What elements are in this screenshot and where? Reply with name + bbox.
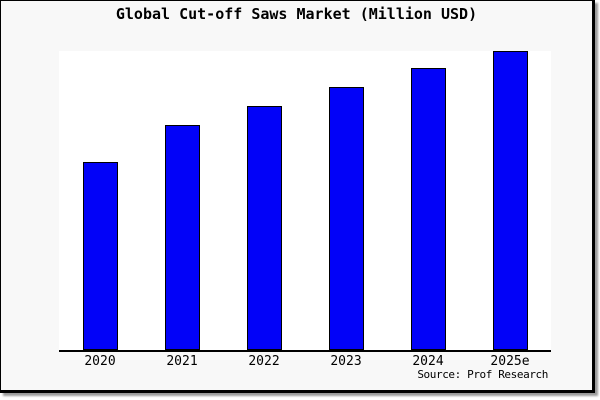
- bar-2021: [164, 125, 200, 350]
- bar-slot-2022: [223, 51, 305, 350]
- bar-slot-2025e: [469, 51, 551, 350]
- chart-canvas: Global Cut-off Saws Market (Million USD)…: [0, 0, 595, 393]
- x-tick-label-2024: 2024: [412, 354, 444, 369]
- plot-area: [59, 51, 551, 352]
- bar-2020: [82, 162, 118, 350]
- bar-slot-2023: [305, 51, 387, 350]
- bar-2024: [410, 68, 446, 350]
- bar-slot-2021: [141, 51, 223, 350]
- x-tick-label-2022: 2022: [248, 354, 280, 369]
- bar-slot-2024: [387, 51, 469, 350]
- x-axis-tick-labels: 2020 2021 2022 2023 2024 2025e: [59, 354, 551, 369]
- x-tick-label-2021: 2021: [166, 354, 198, 369]
- x-tick-label-2025e: 2025e: [490, 354, 530, 369]
- x-tick-label-2023: 2023: [330, 354, 362, 369]
- source-credit: Source: Prof Research: [417, 368, 548, 381]
- bar-slot-2020: [59, 51, 141, 350]
- bar-2025e: [492, 51, 528, 350]
- x-tick-label-2020: 2020: [84, 354, 116, 369]
- bar-2022: [246, 106, 282, 350]
- chart-title: Global Cut-off Saws Market (Million USD): [115, 5, 478, 23]
- bar-2023: [328, 87, 364, 350]
